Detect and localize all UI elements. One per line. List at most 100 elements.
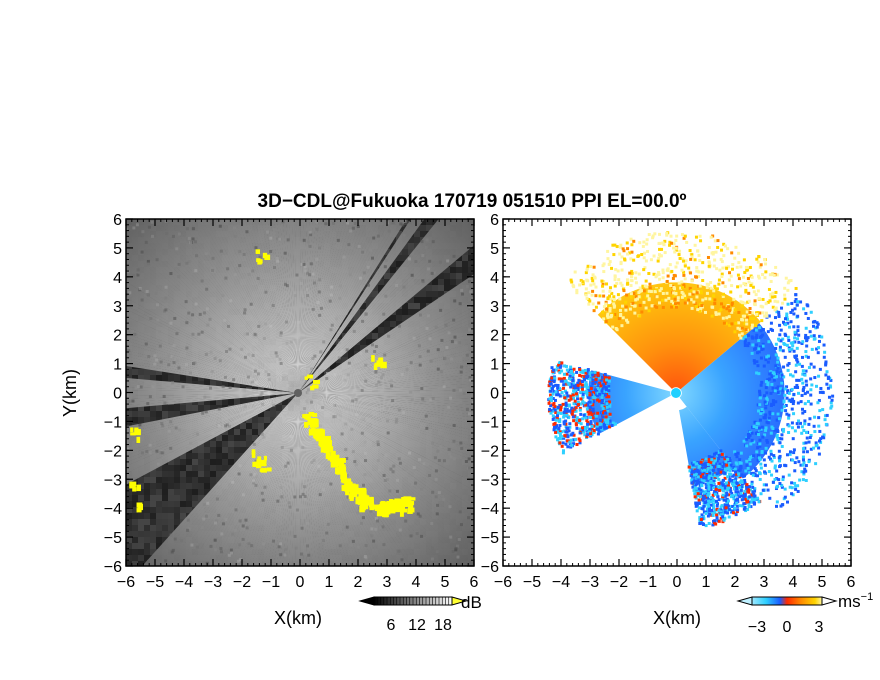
- reflectivity-speckle: [136, 273, 140, 277]
- reflectivity-speckle: [392, 185, 395, 188]
- reflectivity-speckle: [391, 399, 395, 403]
- noise-cell: [150, 411, 156, 417]
- reflectivity-echo-sector: [126, 389, 298, 394]
- noise-cell: [144, 537, 150, 543]
- reflectivity-speckle: [262, 435, 266, 439]
- reflectivity-speckle: [289, 435, 293, 439]
- noise-cell: [432, 297, 438, 303]
- reflectivity-speckle: [387, 372, 391, 376]
- reflectivity-speckle: [452, 388, 456, 392]
- noise-cell: [234, 423, 240, 429]
- reflectivity-speckle: [493, 380, 496, 383]
- reflectivity-speckle: [55, 322, 58, 325]
- noise-cell: [198, 495, 204, 501]
- reflectivity-speckle: [220, 532, 224, 536]
- reflectivity-speckle: [193, 240, 197, 244]
- noise-cell: [180, 405, 186, 411]
- reflectivity-speckle: [93, 232, 96, 235]
- reflectivity-speckle: [146, 262, 150, 266]
- reflectivity-speckle: [148, 395, 152, 399]
- noise-cell: [180, 483, 186, 489]
- noise-cell: [126, 489, 132, 495]
- noise-cell: [168, 405, 174, 411]
- reflectivity-speckle: [181, 385, 185, 389]
- reflectivity-speckle: [420, 487, 424, 491]
- reflectivity-speckle: [351, 226, 355, 230]
- reflectivity-speckle: [460, 446, 464, 450]
- reflectivity-speckle: [268, 591, 271, 594]
- noise-cell: [450, 261, 456, 267]
- noise-cell: [408, 297, 414, 303]
- noise-cell: [126, 495, 132, 501]
- reflectivity-speckle: [135, 223, 139, 227]
- reflectivity-speckle: [434, 325, 438, 329]
- reflectivity-echo-sector: [298, 219, 358, 393]
- reflectivity-echo-sector: [126, 293, 298, 393]
- reflectivity-speckle: [449, 396, 453, 400]
- reflectivity-speckle: [318, 278, 322, 282]
- reflectivity-speckle: [213, 538, 217, 542]
- reflectivity-echo-sectors: [55, 138, 496, 602]
- reflectivity-speckle: [262, 336, 266, 340]
- reflectivity-speckle: [346, 221, 350, 225]
- reflectivity-speckle: [336, 599, 339, 602]
- reflectivity-speckle: [191, 332, 195, 336]
- reflectivity-speckle: [144, 342, 148, 346]
- reflectivity-speckle: [89, 432, 92, 435]
- reflectivity-speckle: [245, 332, 249, 336]
- noise-cell: [420, 219, 426, 225]
- reflectivity-speckle: [104, 262, 107, 265]
- noise-cell: [126, 555, 132, 561]
- noise-cell: [312, 363, 318, 369]
- reflectivity-speckle: [214, 521, 218, 525]
- reflectivity-speckle: [164, 559, 168, 563]
- noise-cell: [186, 453, 192, 459]
- reflectivity-speckle: [217, 407, 221, 411]
- noise-cell: [156, 369, 162, 375]
- noise-cell: [162, 489, 168, 495]
- reflectivity-speckle: [412, 466, 416, 470]
- reflectivity-echo-sector: [298, 393, 474, 541]
- noise-cell: [348, 321, 354, 327]
- reflectivity-speckle: [263, 176, 266, 179]
- reflectivity-speckle: [208, 317, 212, 321]
- reflectivity-speckle: [267, 150, 270, 153]
- reflectivity-speckle: [317, 213, 320, 216]
- reflectivity-speckle: [445, 362, 449, 366]
- reflectivity-speckle: [243, 186, 246, 189]
- reflectivity-speckle: [251, 354, 255, 358]
- reflectivity-speckle: [155, 258, 159, 262]
- noise-cell: [330, 345, 336, 351]
- reflectivity-speckle: [149, 594, 152, 597]
- noise-cell: [390, 243, 396, 249]
- reflectivity-speckle: [269, 236, 273, 240]
- noise-cell: [378, 261, 384, 267]
- reflectivity-speckle: [345, 525, 349, 529]
- noise-cell: [342, 327, 348, 333]
- reflectivity-speckle: [436, 348, 440, 352]
- reflectivity-speckle: [244, 198, 247, 201]
- reflectivity-speckle: [250, 380, 254, 384]
- reflectivity-speckle: [384, 258, 388, 262]
- reflectivity-speckle: [305, 521, 309, 525]
- reflectivity-speckle: [187, 236, 191, 240]
- reflectivity-speckle: [255, 157, 258, 160]
- reflectivity-speckle: [322, 138, 325, 141]
- reflectivity-speckle: [408, 174, 411, 177]
- noise-cell: [210, 465, 216, 471]
- reflectivity-speckle: [388, 177, 391, 180]
- reflectivity-speckle: [391, 221, 395, 225]
- reflectivity-speckle: [317, 469, 321, 473]
- noise-cell: [156, 537, 162, 543]
- reflectivity-speckle: [237, 192, 240, 195]
- reflectivity-speckle: [227, 553, 231, 557]
- noise-cell: [150, 531, 156, 537]
- reflectivity-echo-sector: [298, 219, 372, 393]
- noise-cell: [138, 561, 144, 566]
- reflectivity-speckle: [219, 188, 222, 191]
- reflectivity-speckle: [232, 226, 236, 230]
- noise-cell: [228, 399, 234, 405]
- reflectivity-speckle: [254, 246, 258, 250]
- reflectivity-speckle: [467, 368, 471, 372]
- noise-cell: [126, 519, 132, 525]
